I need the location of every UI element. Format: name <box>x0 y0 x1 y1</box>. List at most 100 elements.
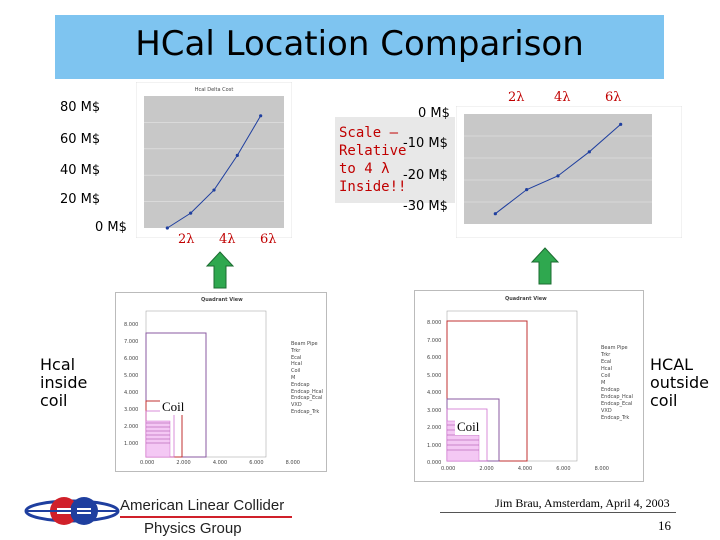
scale-note: Scale – Relative to 4 λ Inside!! <box>339 124 406 196</box>
legend-item: Hcal <box>601 366 612 372</box>
y-tick-label: 0 M$ <box>95 220 127 235</box>
data-point <box>212 188 216 192</box>
legend-item: Beam Pipe <box>601 345 628 351</box>
x-tick: 6.000 <box>249 460 264 466</box>
y-tick-column: 8.000 7.000 6.000 5.000 4.000 3.000 2.00… <box>124 317 138 453</box>
legend-item: VXD <box>291 402 302 409</box>
data-point <box>525 188 529 192</box>
x-tick-label: 4λ <box>219 232 236 247</box>
scale-note-box <box>335 117 455 203</box>
x-tick: 2.000 <box>176 460 191 466</box>
quadrant-legend: Beam Pipe Trkr Ecal Hcal Coil M Endcap E… <box>291 341 323 416</box>
y-tick-label: 20 M$ <box>60 192 101 207</box>
logo-text-line1: American Linear Collider <box>120 497 285 514</box>
right-quadrant-view: Quadrant View Beam Pipe Trkr Ecal Hcal C… <box>414 290 644 482</box>
y-tick: 8.000 <box>124 322 139 328</box>
left-caption: Hcal inside coil <box>40 356 87 410</box>
y-tick-label: -20 M$ <box>403 168 448 183</box>
arrow-up-icon <box>530 247 560 285</box>
legend-item: Endcap <box>291 381 310 388</box>
author-line: Jim Brau, Amsterdam, April 4, 2003 <box>495 496 670 510</box>
caption-line: coil <box>40 391 68 410</box>
caption-line: HCAL <box>650 355 694 374</box>
y-tick-label: -30 M$ <box>403 199 448 214</box>
right-cost-chart: 0 M$ -10 M$ -20 M$ -30 M$ 2λ 4λ 6λ <box>400 88 682 238</box>
legend-item: M <box>601 380 606 386</box>
y-tick-column: 8.000 7.000 6.000 5.000 4.000 3.000 2.00… <box>427 315 441 473</box>
footer-rule <box>440 512 676 513</box>
x-tick-row: 0.000 2.000 4.000 6.000 8.000 <box>441 466 609 472</box>
chart-title: Hcal Delta Cost <box>195 87 234 93</box>
caption-line: inside <box>40 373 88 392</box>
x-tick: 8.000 <box>594 466 609 472</box>
legend-item: Endcap_Ecal <box>601 401 633 407</box>
legend-item: Endcap_Hcal <box>601 394 633 400</box>
y-tick: 1.000 <box>124 441 139 447</box>
legend-item: Endcap_Trk <box>601 415 630 421</box>
legend-item: Endcap_Hcal <box>291 388 323 395</box>
legend-item: Hcal <box>291 361 302 368</box>
logo-text-line2: Physics Group <box>144 520 242 537</box>
legend-item: Trkr <box>291 347 301 354</box>
x-tick-label: 2λ <box>178 232 195 247</box>
logo-text: American Linear Collider Physics Group <box>120 497 292 537</box>
arrow-up-icon <box>205 251 235 289</box>
quadrant-plot <box>145 310 267 458</box>
legend-item: Endcap_Trk <box>291 408 320 415</box>
y-tick: 0.000 <box>427 460 442 466</box>
x-tick: 0.000 <box>140 460 155 466</box>
y-tick: 5.000 <box>427 372 442 379</box>
x-tick-label: 2λ <box>508 90 525 105</box>
data-point <box>259 114 263 118</box>
y-tick: 8.000 <box>427 320 442 326</box>
y-tick: 4.000 <box>124 390 139 396</box>
logo-underline <box>120 516 292 518</box>
alcpg-logo-icon <box>24 497 120 525</box>
plot-area <box>464 114 652 224</box>
legend-item: M <box>291 374 296 381</box>
y-tick: 2.000 <box>124 424 139 430</box>
y-tick-label: 0 M$ <box>418 106 450 121</box>
x-tick: 2.000 <box>479 466 494 472</box>
x-tick: 4.000 <box>517 466 533 472</box>
x-tick-label: 4λ <box>554 90 571 105</box>
y-tick-label: -10 M$ <box>403 136 448 151</box>
legend-item: Endcap_Ecal <box>291 395 323 402</box>
y-tick: 2.000 <box>427 425 442 431</box>
data-point <box>587 150 591 154</box>
coil-label: Coil <box>455 419 482 435</box>
legend-item: Coil <box>601 373 611 379</box>
quadrant-title: Quadrant View <box>505 296 547 302</box>
y-tick: 5.000 <box>124 373 139 379</box>
y-tick: 1.000 <box>427 442 442 449</box>
x-tick: 6.000 <box>556 466 571 472</box>
quadrant-legend: Beam Pipe Trkr Ecal Hcal Coil M Endcap E… <box>601 345 633 422</box>
scale-note-line: Relative <box>339 143 407 159</box>
y-tick-label: 60 M$ <box>60 132 101 147</box>
left-cost-chart: 80 M$ 60 M$ 40 M$ 20 M$ 0 M$ Hcal Delta … <box>60 82 292 252</box>
right-cost-plot <box>456 106 682 238</box>
caption-line: outside <box>650 373 709 392</box>
y-tick-label: 80 M$ <box>60 100 101 115</box>
y-tick: 3.000 <box>427 407 442 414</box>
y-tick-label: 40 M$ <box>60 163 101 178</box>
quadrant-plot <box>446 310 578 462</box>
x-tick: 4.000 <box>212 460 228 466</box>
y-tick: 4.000 <box>427 390 442 396</box>
y-tick: 7.000 <box>124 339 139 345</box>
y-tick: 6.000 <box>124 356 139 362</box>
legend-item: Beam Pipe <box>291 341 318 347</box>
page-title: HCal Location Comparison <box>135 24 584 64</box>
legend-item: Endcap <box>601 387 620 393</box>
y-tick: 7.000 <box>427 337 442 344</box>
scale-note-line: Scale – <box>339 125 399 141</box>
caption-line: coil <box>650 391 678 410</box>
legend-item: Ecal <box>601 359 612 365</box>
x-tick-label: 6λ <box>605 90 622 105</box>
x-tick-row: 0.000 2.000 4.000 6.000 8.000 <box>140 460 300 466</box>
x-tick: 8.000 <box>285 460 300 466</box>
plot-area <box>144 96 284 228</box>
data-point <box>165 226 169 230</box>
quadrant-title: Quadrant View <box>201 297 243 303</box>
left-cost-plot: Hcal Delta Cost <box>136 82 292 238</box>
